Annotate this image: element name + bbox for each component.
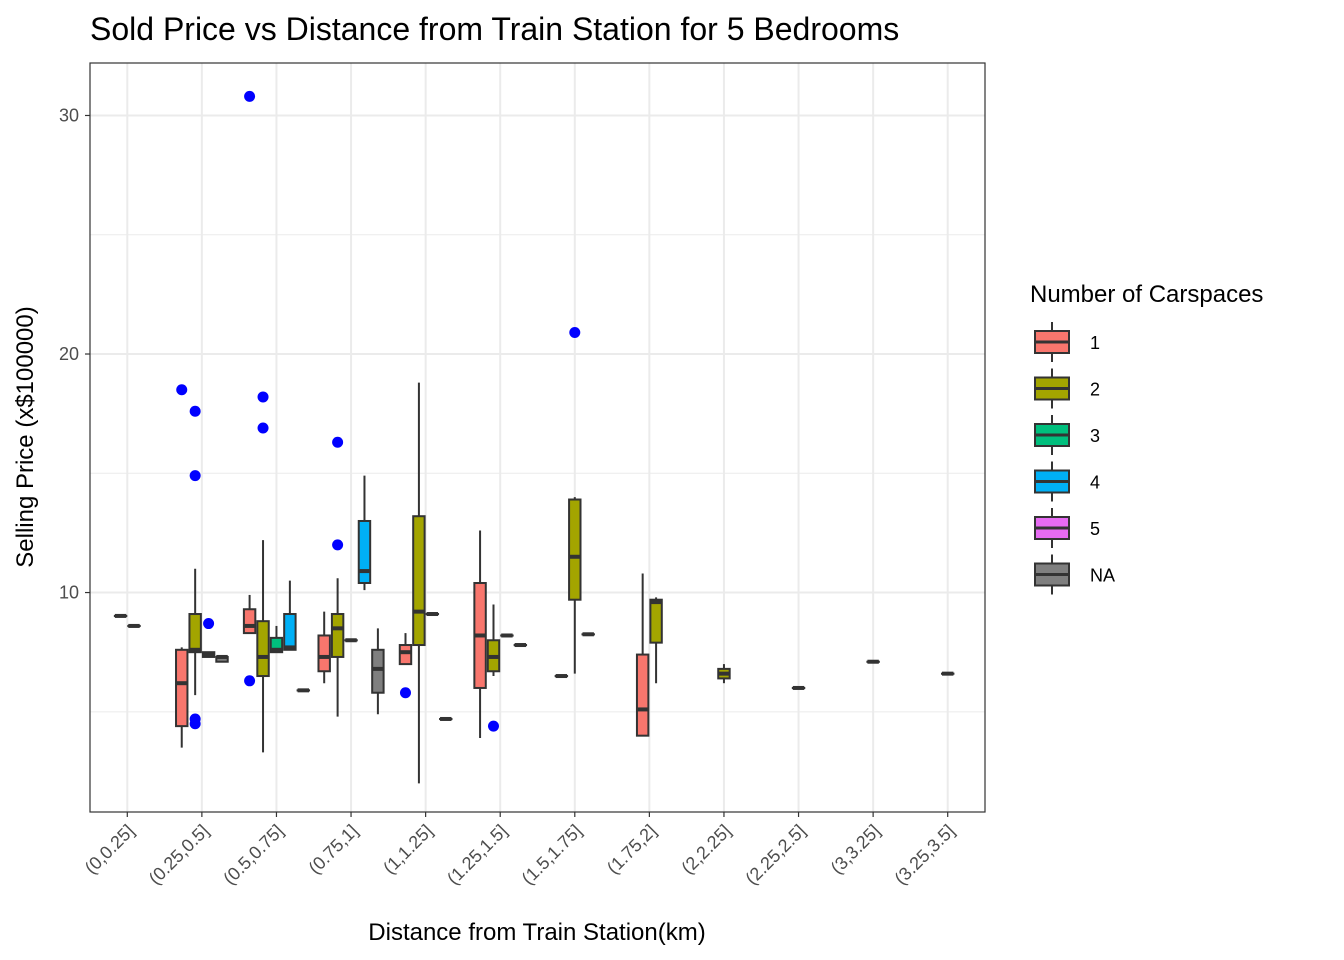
box-group [635, 573, 663, 737]
legend: Number of Carspaces 1 2 3 4 5 NA [1030, 281, 1263, 595]
legend-title: Number of Carspaces [1030, 281, 1263, 308]
legend-item: NA [1034, 554, 1115, 595]
outlier-point [399, 687, 411, 699]
box [188, 613, 202, 654]
y-tick-label: 30 [59, 105, 79, 125]
box [371, 648, 385, 694]
x-tick-label: (0.25,0.5] [145, 821, 213, 889]
x-axis: (0,0.25] (0.25,0.5] (0.5,0.75] (0.75,1] (1,1… [81, 812, 959, 889]
panel-background [90, 63, 985, 812]
outlier-point [257, 422, 269, 434]
x-tick-label: (1.75,2] [603, 821, 660, 878]
box [649, 598, 663, 644]
x-tick-label: (1,1.25] [379, 821, 436, 878]
legend-label: 5 [1090, 519, 1100, 539]
panel-border [89, 62, 986, 813]
outlier-point [244, 90, 256, 102]
legend-item: 4 [1034, 461, 1100, 502]
legend-label: 2 [1090, 380, 1100, 400]
legend-item: 1 [1034, 322, 1100, 362]
box [317, 634, 331, 673]
x-tick-label: (2.25,2.5] [741, 821, 809, 889]
legend-item: 3 [1034, 415, 1100, 455]
box [256, 620, 270, 678]
x-tick-label: (1.25,1.5] [443, 821, 511, 889]
y-tick-label: 20 [59, 344, 79, 364]
legend-label: 3 [1090, 426, 1100, 446]
outlier-point [332, 436, 344, 448]
box-group [554, 327, 595, 679]
plot-marks [113, 90, 955, 784]
box-group [473, 530, 528, 739]
box [242, 608, 257, 635]
chart-title: Sold Price vs Distance from Train Statio… [90, 11, 899, 47]
box-group [175, 384, 229, 748]
outlier-point [203, 618, 215, 630]
outlier-point [189, 718, 201, 730]
box [635, 653, 650, 737]
grid-lines [90, 63, 985, 812]
box [357, 519, 372, 585]
box [412, 515, 426, 647]
box [398, 644, 413, 666]
outlier-point [257, 391, 269, 403]
legend-label: 4 [1090, 473, 1100, 493]
outlier-point [189, 470, 201, 482]
legend-item: 2 [1034, 368, 1100, 409]
x-tick-label: (0.5,0.75] [219, 821, 287, 889]
outlier-point [189, 405, 201, 417]
outlier-point [176, 384, 188, 396]
box-group [242, 90, 311, 753]
outlier-point [569, 327, 581, 339]
x-tick-label: (3,3.25] [827, 821, 884, 878]
x-tick-label: (0.75,1] [305, 821, 362, 878]
outlier-point [487, 720, 499, 732]
box [568, 498, 582, 601]
box-group [317, 436, 385, 717]
x-tick-label: (1.5,1.75] [518, 821, 586, 889]
box [175, 648, 189, 728]
y-tick-label: 10 [59, 583, 79, 603]
y-axis-title: Selling Price (x$100000) [12, 306, 39, 567]
legend-item: 5 [1034, 508, 1100, 548]
y-axis: 10 20 30 [59, 105, 90, 603]
box [330, 613, 345, 658]
x-tick-label: (2,2.25] [677, 821, 734, 878]
box [283, 613, 297, 651]
x-axis-title: Distance from Train Station(km) [368, 919, 705, 946]
x-tick-label: (0,0.25] [81, 821, 138, 878]
box-group [717, 664, 731, 684]
x-tick-label: (3.25,3.5] [891, 821, 959, 889]
box-group [398, 382, 453, 784]
outlier-point [332, 539, 344, 551]
legend-label: NA [1090, 566, 1115, 586]
outlier-point [244, 675, 256, 687]
box [269, 636, 284, 654]
legend-label: 1 [1090, 333, 1100, 353]
box-group [113, 613, 141, 628]
